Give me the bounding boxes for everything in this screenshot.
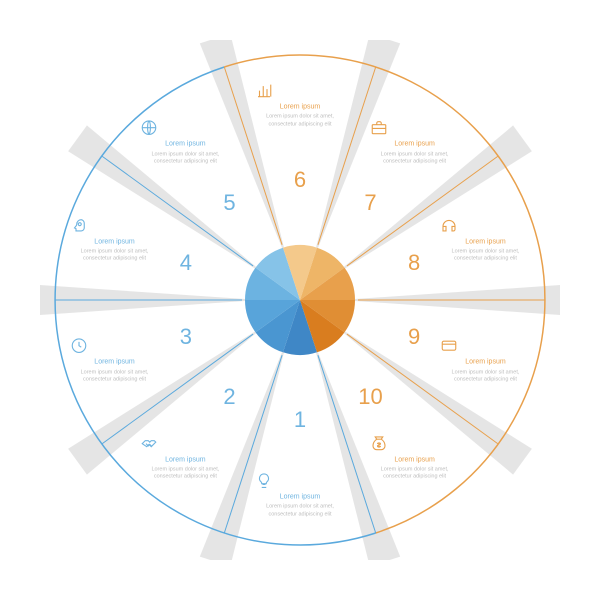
radial-infographic: Lorem ipsum Lorem ipsum dolor sit amet, …	[40, 40, 560, 560]
